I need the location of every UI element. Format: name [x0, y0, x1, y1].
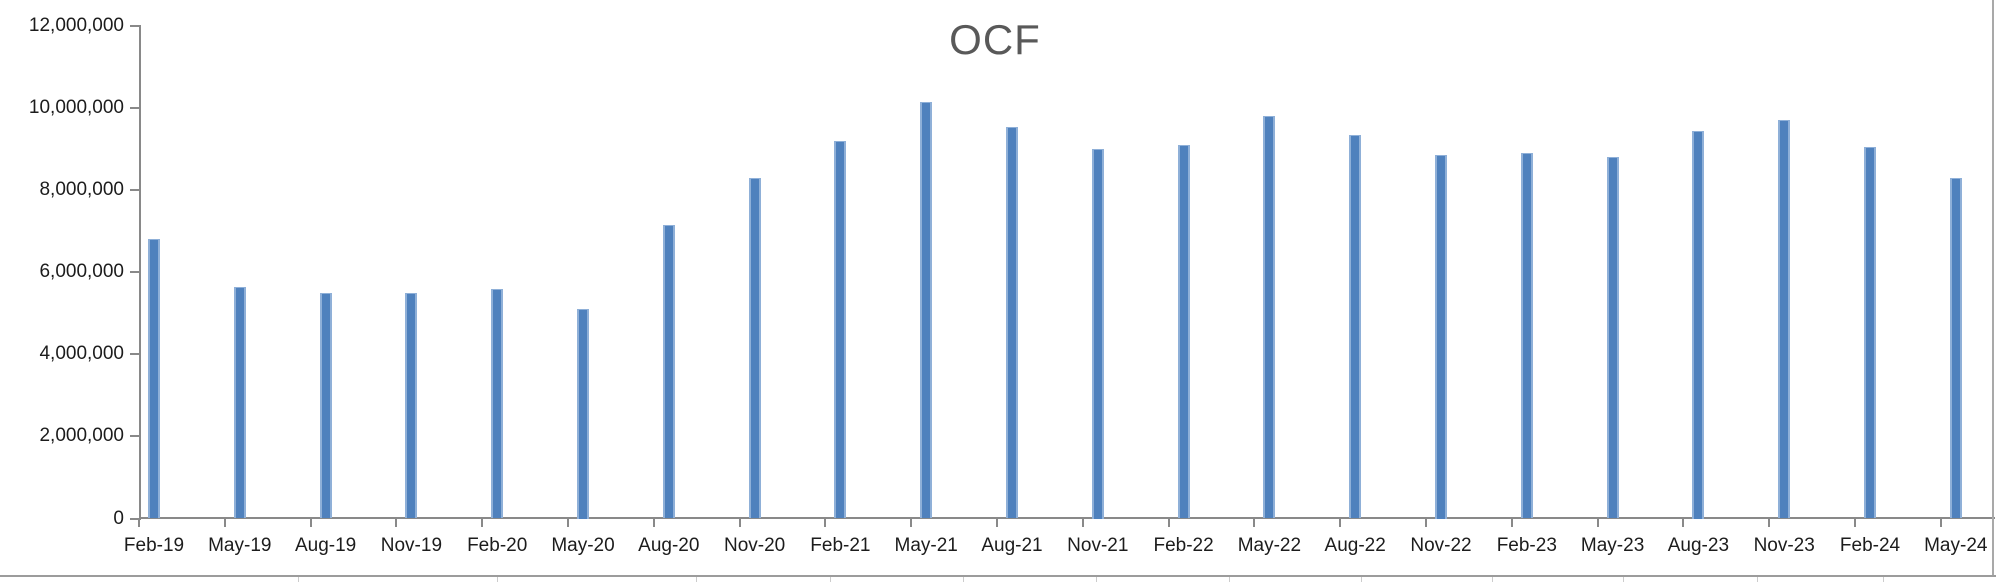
x-tick-mark: [223, 519, 226, 527]
x-axis-tick-label: May-21: [894, 535, 958, 556]
bar-aug-19[interactable]: [319, 292, 332, 519]
x-axis-tick-label: Feb-22: [1153, 535, 1214, 556]
x-axis-tick-label: Aug-22: [1324, 535, 1386, 556]
x-axis-tick-label: Feb-20: [467, 535, 528, 556]
x-tick-mark: [1253, 519, 1256, 527]
worksheet-column-gridline: [1361, 577, 1362, 582]
y-tick-mark: [130, 107, 139, 110]
worksheet-column-gridline: [1883, 577, 1884, 582]
x-axis-tick-label: Feb-19: [123, 535, 185, 556]
bar-aug-22[interactable]: [1349, 134, 1362, 519]
y-tick-mark: [130, 189, 139, 192]
x-axis-line: [139, 517, 1995, 519]
y-tick-mark: [130, 271, 139, 274]
y-tick-mark: [130, 353, 139, 356]
bar-may-23[interactable]: [1606, 157, 1619, 519]
x-tick-mark: [395, 519, 398, 527]
x-axis-tick-label: Nov-22: [1410, 535, 1472, 556]
x-axis-tick-label: Nov-19: [380, 535, 443, 556]
worksheet-column-gridline: [1492, 577, 1493, 582]
bar-nov-20[interactable]: [748, 177, 761, 519]
y-tick-mark: [130, 517, 139, 520]
worksheet-column-gridline: [963, 577, 964, 582]
bar-aug-21[interactable]: [1006, 126, 1018, 519]
bar-feb-22[interactable]: [1177, 145, 1190, 519]
bar-may-20[interactable]: [577, 309, 589, 519]
x-axis-tick-label: Nov-21: [1067, 535, 1129, 556]
worksheet-column-gridline: [1623, 577, 1624, 582]
x-tick-mark: [1167, 519, 1170, 527]
y-axis-tick-label: 4,000,000: [39, 343, 124, 365]
worksheet-column-gridline: [1229, 577, 1230, 582]
x-tick-mark: [824, 519, 827, 527]
x-tick-mark: [1596, 519, 1599, 527]
bar-nov-19[interactable]: [405, 292, 418, 519]
chart-title: OCF: [949, 16, 1041, 63]
x-axis-tick-label: May-24: [1924, 535, 1988, 556]
y-tick-mark: [130, 25, 139, 27]
x-tick-mark: [910, 519, 913, 527]
bar-may-24[interactable]: [1949, 177, 1962, 519]
y-tick-mark: [130, 435, 139, 438]
x-tick-mark: [309, 519, 312, 527]
x-tick-mark: [1339, 519, 1342, 527]
worksheet-column-gridline: [696, 577, 697, 582]
x-axis-tick-label: Aug-23: [1667, 535, 1730, 556]
bar-feb-19[interactable]: [148, 239, 160, 519]
bar-nov-21[interactable]: [1091, 149, 1104, 519]
x-axis-tick-label: May-23: [1580, 535, 1645, 556]
x-axis-tick-label: May-20: [551, 535, 615, 556]
x-axis-tick-label: Aug-19: [294, 535, 357, 556]
y-axis-tick-label: 8,000,000: [39, 179, 124, 201]
x-tick-mark: [1425, 519, 1427, 527]
bar-may-21[interactable]: [920, 101, 933, 519]
x-axis-tick-label: Feb-23: [1496, 535, 1557, 556]
worksheet-gridline-horizontal: [0, 575, 1996, 577]
worksheet-column-gridline: [1096, 577, 1097, 582]
x-axis-tick-label: May-19: [208, 535, 272, 556]
bar-nov-22[interactable]: [1435, 155, 1447, 519]
x-tick-mark: [138, 519, 140, 527]
x-tick-mark: [567, 519, 569, 527]
x-axis-tick-label: Aug-21: [981, 535, 1043, 556]
bar-aug-20[interactable]: [662, 225, 675, 519]
bar-may-19[interactable]: [233, 286, 246, 519]
x-tick-mark: [1768, 519, 1771, 527]
y-axis-tick-label: 0: [113, 507, 124, 529]
bar-feb-23[interactable]: [1520, 153, 1533, 519]
x-axis-tick-label: Nov-23: [1753, 535, 1815, 556]
worksheet-column-gridline: [497, 577, 498, 582]
y-axis-line: [139, 25, 141, 520]
x-axis-tick-label: Aug-20: [638, 535, 700, 556]
x-tick-mark: [652, 519, 655, 527]
bar-nov-23[interactable]: [1778, 120, 1791, 519]
x-axis-tick-label: Feb-21: [810, 535, 871, 556]
bar-aug-23[interactable]: [1692, 130, 1705, 519]
y-axis-tick-label: 2,000,000: [39, 425, 124, 447]
x-tick-mark: [1081, 519, 1084, 527]
chart-right-border: [1992, 0, 1994, 577]
x-tick-mark: [1510, 519, 1513, 527]
x-tick-mark: [481, 519, 484, 527]
x-axis-tick-label: Feb-24: [1839, 535, 1901, 556]
worksheet-column-gridline: [1757, 577, 1758, 582]
x-tick-mark: [996, 519, 998, 527]
worksheet-column-gridline: [830, 577, 831, 582]
x-tick-mark: [1854, 519, 1856, 527]
x-axis-tick-label: Nov-20: [723, 535, 786, 556]
worksheet-column-gridline: [298, 577, 299, 582]
y-axis-tick-label: 12,000,000: [28, 15, 124, 36]
bar-feb-20[interactable]: [491, 288, 504, 519]
bar-may-22[interactable]: [1263, 116, 1276, 519]
y-axis-tick-label: 10,000,000: [28, 97, 124, 119]
bar-feb-24[interactable]: [1864, 147, 1876, 519]
x-tick-mark: [1939, 519, 1942, 527]
bar-feb-21[interactable]: [834, 140, 847, 519]
x-tick-mark: [1682, 519, 1685, 527]
y-axis-tick-label: 6,000,000: [39, 261, 124, 283]
x-tick-mark: [738, 519, 741, 527]
x-axis-tick-label: May-22: [1237, 535, 1302, 556]
